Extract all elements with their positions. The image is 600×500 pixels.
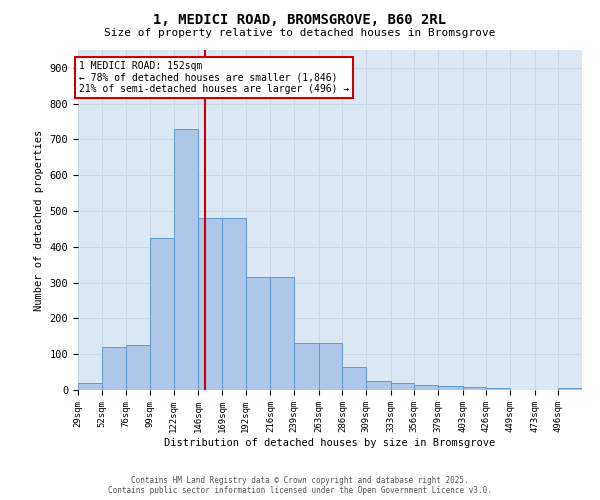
Bar	[271, 278, 294, 390]
Text: 1 MEDICI ROAD: 152sqm
← 78% of detached houses are smaller (1,846)
21% of semi-d: 1 MEDICI ROAD: 152sqm ← 78% of detached …	[79, 60, 349, 94]
Y-axis label: Number of detached properties: Number of detached properties	[34, 130, 44, 310]
Bar	[294, 344, 319, 390]
Bar	[415, 384, 438, 390]
Bar	[245, 278, 271, 390]
Bar	[487, 388, 510, 390]
X-axis label: Distribution of detached houses by size in Bromsgrove: Distribution of detached houses by size …	[164, 438, 496, 448]
Bar	[173, 128, 199, 390]
Bar	[222, 218, 245, 390]
Bar	[78, 383, 101, 390]
Bar	[391, 383, 415, 390]
Bar	[319, 344, 343, 390]
Bar	[101, 347, 127, 390]
Bar	[438, 386, 463, 390]
Bar	[366, 381, 391, 390]
Bar	[150, 238, 173, 390]
Text: Contains HM Land Registry data © Crown copyright and database right 2025.
Contai: Contains HM Land Registry data © Crown c…	[108, 476, 492, 495]
Text: Size of property relative to detached houses in Bromsgrove: Size of property relative to detached ho…	[104, 28, 496, 38]
Bar	[127, 346, 150, 390]
Text: 1, MEDICI ROAD, BROMSGROVE, B60 2RL: 1, MEDICI ROAD, BROMSGROVE, B60 2RL	[154, 12, 446, 26]
Bar	[559, 388, 582, 390]
Bar	[343, 366, 366, 390]
Bar	[199, 218, 222, 390]
Bar	[463, 388, 487, 390]
